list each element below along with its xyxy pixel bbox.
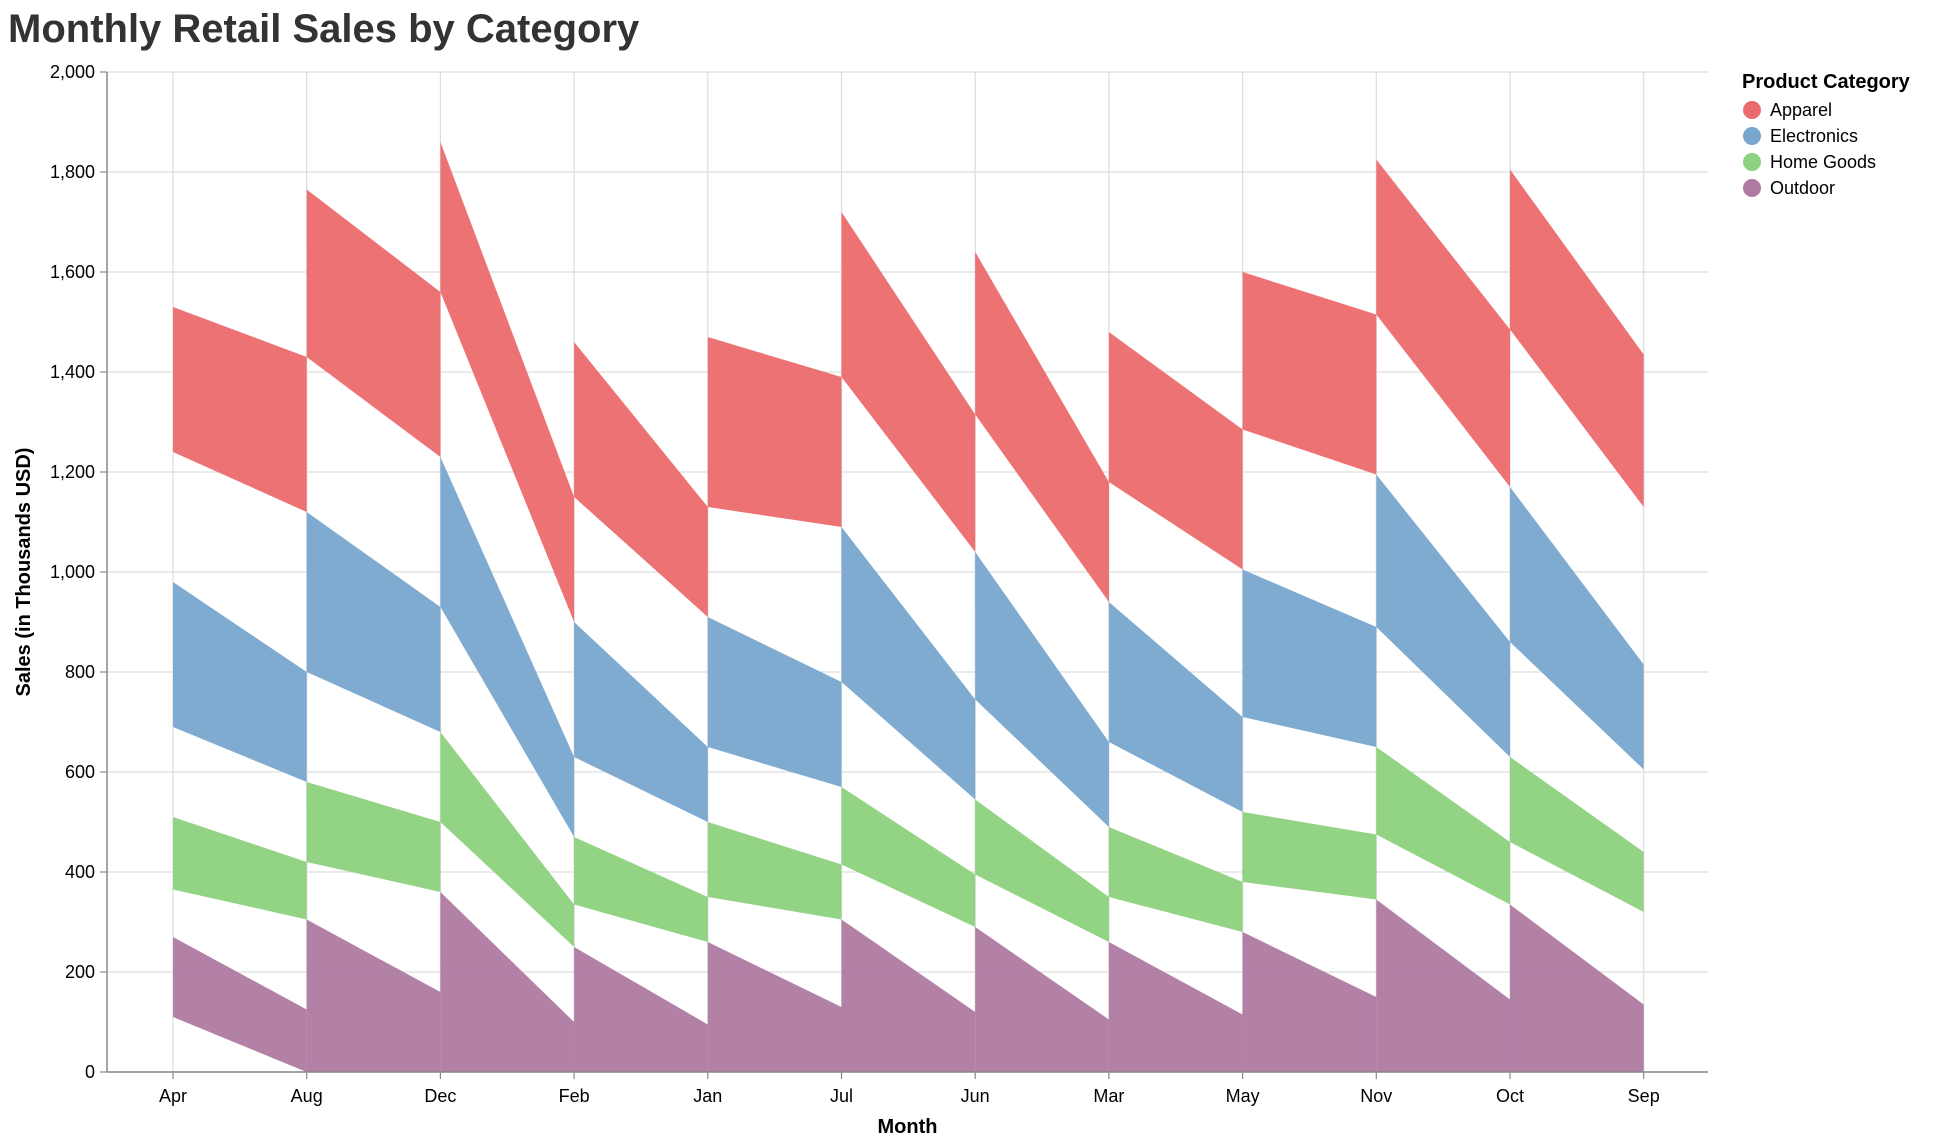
y-tick-label: 2,000: [50, 62, 95, 82]
area-segment: [1510, 169, 1644, 507]
series-apparel: [173, 142, 1644, 622]
area-segment: [841, 212, 976, 552]
x-tick-label: Jun: [961, 1086, 990, 1106]
area-segment: [1242, 812, 1377, 900]
series-home-goods: [173, 732, 1644, 947]
series-electronics: [173, 457, 1644, 837]
legend-label: Home Goods: [1770, 152, 1876, 172]
x-tick-label: Jan: [693, 1086, 722, 1106]
area-segment: [1376, 474, 1510, 757]
x-tick-label: Aug: [291, 1086, 323, 1106]
y-tick-label: 600: [65, 762, 95, 782]
area-segment: [975, 252, 1109, 602]
area-segment: [841, 527, 976, 800]
area-segment: [1510, 487, 1644, 770]
area-segment: [707, 822, 842, 920]
y-tick-label: 1,800: [50, 162, 95, 182]
plot-areas: [173, 142, 1644, 1072]
x-tick-label: Apr: [159, 1086, 187, 1106]
area-segment: [707, 617, 842, 787]
y-tick-label: 400: [65, 862, 95, 882]
area-segment: [440, 892, 575, 1072]
area-segment: [440, 457, 575, 837]
area-segment: [173, 817, 307, 920]
y-tick-label: 1,600: [50, 262, 95, 282]
x-tick-label: May: [1226, 1086, 1260, 1106]
area-segment: [574, 947, 708, 1072]
area-segment: [440, 142, 575, 622]
area-segment: [173, 307, 307, 512]
area-segment: [1242, 272, 1377, 475]
area-segment: [707, 942, 842, 1072]
chart-title: Monthly Retail Sales by Category: [8, 7, 640, 51]
x-tick-label: Dec: [424, 1086, 456, 1106]
y-tick-label: 200: [65, 962, 95, 982]
area-segment: [173, 582, 307, 782]
legend-title: Product Category: [1742, 71, 1911, 93]
area-segment: [1376, 159, 1510, 487]
legend-label: Electronics: [1770, 126, 1858, 146]
area-segment: [975, 927, 1109, 1072]
x-tick-label: Nov: [1360, 1086, 1392, 1106]
y-tick-label: 800: [65, 662, 95, 682]
area-segment: [707, 337, 842, 527]
series-outdoor: [173, 892, 1644, 1072]
area-segment: [1242, 932, 1377, 1072]
x-tick-label: Oct: [1496, 1086, 1524, 1106]
y-tick-label: 1,400: [50, 362, 95, 382]
legend-label: Outdoor: [1770, 178, 1835, 198]
legend-swatch: [1743, 179, 1761, 197]
y-axis-title: Sales (in Thousands USD): [13, 448, 35, 697]
x-axis: Apr Aug Dec Feb Jan Jul Jun Mar May Nov Oct Sep: [159, 1072, 1660, 1106]
x-tick-label: Feb: [559, 1086, 590, 1106]
x-tick-label: Mar: [1093, 1086, 1124, 1106]
area-segment: [1510, 757, 1644, 912]
area-segment: [173, 937, 307, 1072]
legend-swatch: [1743, 101, 1761, 119]
area-segment: [306, 512, 441, 732]
area-segment: [1376, 747, 1510, 905]
area-segment: [841, 919, 976, 1072]
legend-swatch: [1743, 127, 1761, 145]
legend-swatch: [1743, 153, 1761, 171]
x-axis-title: Month: [878, 1116, 938, 1138]
y-tick-label: 1,200: [50, 462, 95, 482]
area-segment: [1108, 332, 1243, 570]
y-axis: 0 200 400 600 800 1,000 1,200 1,400 1,600 1,800 2,…: [50, 62, 107, 1082]
area-segment: [574, 622, 708, 822]
area-segment: [440, 732, 575, 947]
area-segment: [306, 782, 441, 892]
area-segment: [574, 837, 708, 942]
y-tick-label: 0: [85, 1062, 95, 1082]
x-tick-label: Jul: [830, 1086, 853, 1106]
area-segment: [306, 919, 441, 1072]
area-segment: [1242, 569, 1377, 747]
y-tick-label: 1,000: [50, 562, 95, 582]
area-segment: [306, 189, 441, 457]
axes: 0 200 400 600 800 1,000 1,200 1,400 1,600 1,800 2,…: [50, 62, 1708, 1106]
area-segment: [975, 552, 1109, 827]
area-segment: [574, 342, 708, 617]
area-segment: [1108, 602, 1243, 812]
area-segment: [841, 787, 976, 927]
area-segment: [975, 799, 1109, 942]
x-tick-label: Sep: [1628, 1086, 1660, 1106]
area-segment: [1376, 899, 1510, 1072]
area-segment: [1108, 942, 1243, 1072]
area-segment: [1510, 904, 1644, 1072]
area-segment: [1108, 827, 1243, 932]
legend: Product Category Apparel Electronics Home …: [1742, 71, 1911, 198]
legend-label: Apparel: [1770, 100, 1832, 120]
